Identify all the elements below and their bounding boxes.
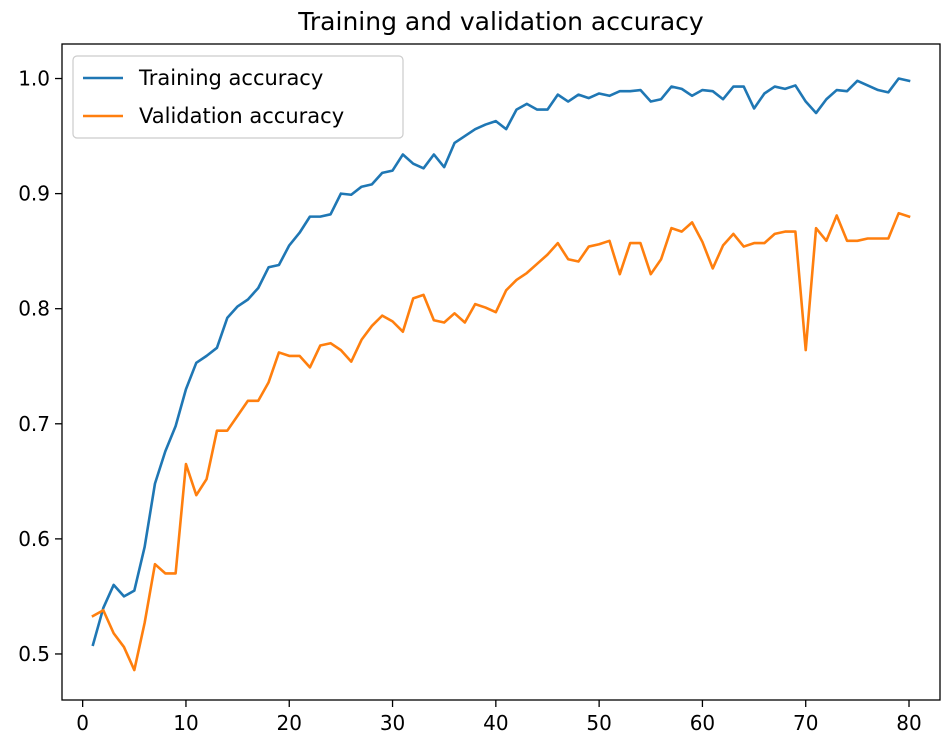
y-tick-label: 0.6: [18, 527, 50, 551]
x-tick-label: 50: [586, 711, 611, 735]
x-tick-label: 60: [690, 711, 715, 735]
y-tick-label: 0.8: [18, 297, 50, 321]
series-line-validation-accuracy: [91, 211, 911, 672]
series-line-training-accuracy: [91, 77, 911, 647]
x-tick-label: 70: [793, 711, 818, 735]
x-tick-label: 20: [277, 711, 302, 735]
y-tick-label: 1.0: [18, 67, 50, 91]
x-tick-label: 40: [483, 711, 508, 735]
axes-layer: 0 10 20 30 40 50 60 70 80 0.5 0.6 0.7 0.8 0.9 1.0: [18, 43, 941, 735]
plot-content: [91, 77, 911, 672]
y-tick-label: 0.9: [18, 182, 50, 206]
x-tick-label: 10: [173, 711, 198, 735]
x-tick-label: 30: [380, 711, 405, 735]
x-tick-label: 0: [76, 711, 89, 735]
legend: Training accuracy Validation accuracy: [72, 55, 404, 139]
chart-title: Training and validation accuracy: [297, 7, 704, 36]
legend-label: Validation accuracy: [139, 104, 344, 128]
y-tick-label: 0.7: [18, 412, 50, 436]
legend-label: Training accuracy: [138, 66, 323, 90]
legend-box: [72, 55, 404, 139]
axes-frame: [61, 43, 941, 701]
x-tick-label: 80: [896, 711, 921, 735]
y-tick-label: 0.5: [18, 642, 50, 666]
